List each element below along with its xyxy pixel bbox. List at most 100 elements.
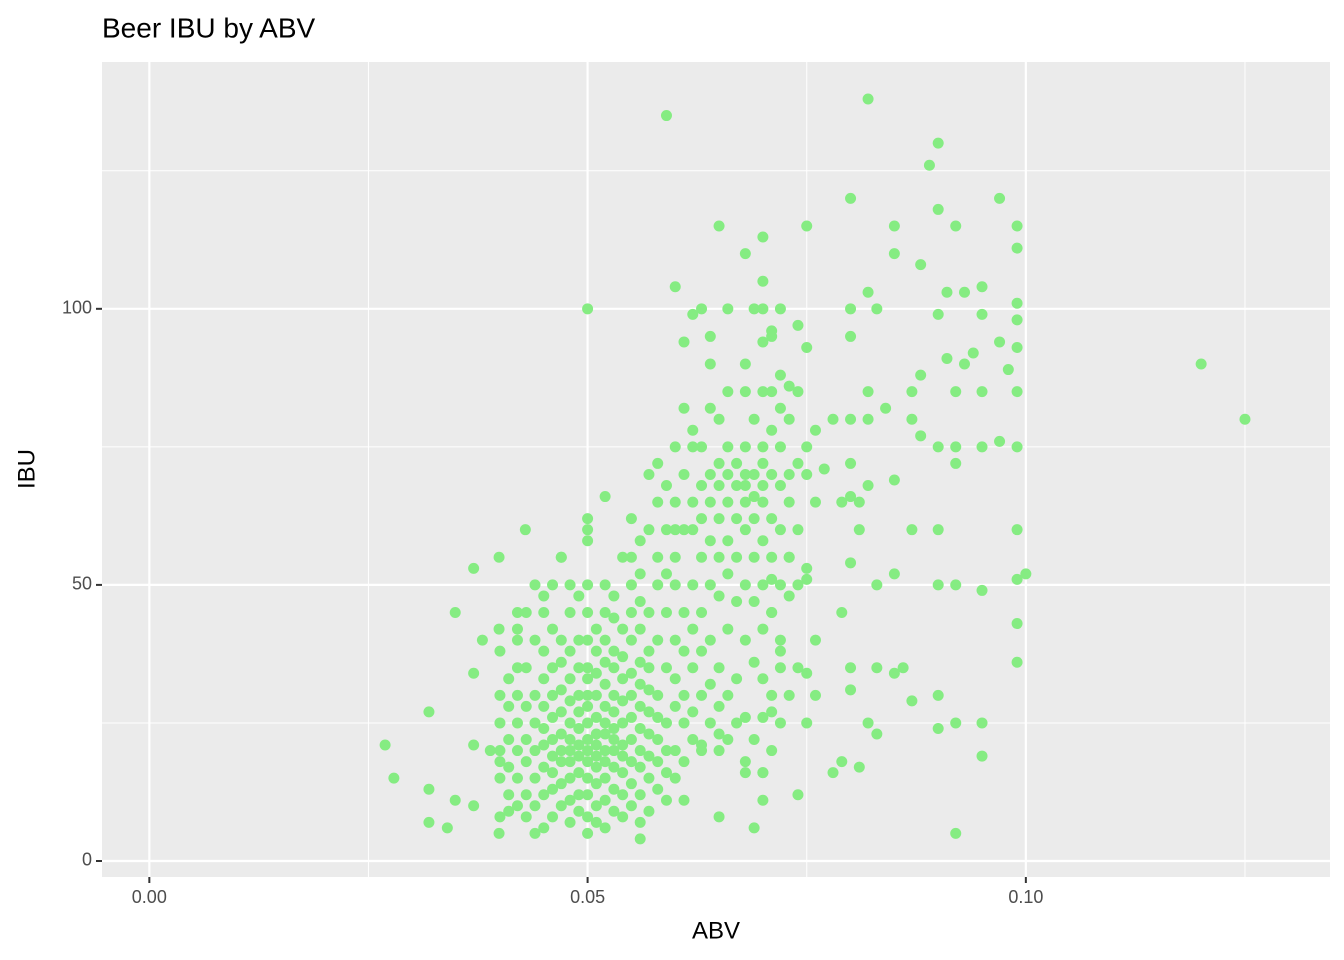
point bbox=[388, 772, 400, 784]
point bbox=[704, 468, 716, 480]
point bbox=[538, 607, 550, 619]
point bbox=[801, 441, 813, 453]
point bbox=[573, 590, 585, 602]
point bbox=[599, 717, 611, 729]
point bbox=[660, 662, 672, 674]
point bbox=[748, 656, 760, 668]
point bbox=[634, 700, 646, 712]
point bbox=[757, 496, 769, 508]
point bbox=[704, 330, 716, 342]
point bbox=[599, 822, 611, 834]
point bbox=[923, 159, 935, 171]
point bbox=[809, 424, 821, 436]
point bbox=[529, 827, 541, 839]
point bbox=[634, 623, 646, 635]
point bbox=[757, 231, 769, 243]
point bbox=[582, 513, 594, 525]
point bbox=[669, 745, 681, 757]
point bbox=[608, 734, 620, 746]
point bbox=[722, 496, 734, 508]
point bbox=[590, 623, 602, 635]
point bbox=[888, 667, 900, 679]
point bbox=[704, 579, 716, 591]
point bbox=[590, 761, 602, 773]
point bbox=[1011, 573, 1023, 585]
point bbox=[906, 413, 918, 425]
point bbox=[713, 728, 725, 740]
point bbox=[713, 513, 725, 525]
point bbox=[1011, 618, 1023, 630]
point bbox=[564, 745, 576, 757]
point bbox=[687, 623, 699, 635]
point bbox=[757, 623, 769, 635]
x-tick-label: 0.10 bbox=[1008, 887, 1043, 907]
point bbox=[748, 491, 760, 503]
point bbox=[582, 579, 594, 591]
point bbox=[845, 457, 857, 469]
point bbox=[731, 480, 743, 492]
point bbox=[669, 579, 681, 591]
point bbox=[669, 772, 681, 784]
point bbox=[625, 607, 637, 619]
point bbox=[573, 789, 585, 801]
point bbox=[748, 734, 760, 746]
point bbox=[643, 524, 655, 536]
point bbox=[958, 286, 970, 298]
point bbox=[625, 800, 637, 812]
point bbox=[608, 722, 620, 734]
point bbox=[950, 717, 962, 729]
point bbox=[643, 662, 655, 674]
point bbox=[774, 634, 786, 646]
point bbox=[520, 662, 532, 674]
point bbox=[713, 590, 725, 602]
point bbox=[599, 656, 611, 668]
point bbox=[564, 579, 576, 591]
point bbox=[529, 634, 541, 646]
point bbox=[774, 480, 786, 492]
point bbox=[932, 441, 944, 453]
point bbox=[449, 607, 461, 619]
y-axis-title: IBU bbox=[13, 449, 40, 489]
point bbox=[511, 772, 523, 784]
point bbox=[888, 474, 900, 486]
point bbox=[792, 789, 804, 801]
point bbox=[547, 767, 559, 779]
point bbox=[564, 645, 576, 657]
point bbox=[687, 706, 699, 718]
point bbox=[704, 358, 716, 370]
point bbox=[511, 717, 523, 729]
point bbox=[494, 745, 506, 757]
point bbox=[696, 303, 708, 315]
point bbox=[678, 336, 690, 348]
point bbox=[573, 689, 585, 701]
point bbox=[696, 607, 708, 619]
point bbox=[713, 811, 725, 823]
point bbox=[643, 468, 655, 480]
point bbox=[660, 524, 672, 536]
point bbox=[801, 468, 813, 480]
point bbox=[599, 491, 611, 503]
point bbox=[915, 430, 927, 442]
point bbox=[511, 800, 523, 812]
point bbox=[853, 524, 865, 536]
point bbox=[511, 623, 523, 635]
point bbox=[871, 303, 883, 315]
point bbox=[643, 706, 655, 718]
point bbox=[441, 822, 453, 834]
point bbox=[722, 568, 734, 580]
point bbox=[669, 700, 681, 712]
point bbox=[827, 767, 839, 779]
point bbox=[511, 607, 523, 619]
point bbox=[652, 496, 664, 508]
point bbox=[669, 524, 681, 536]
point bbox=[608, 745, 620, 757]
point bbox=[634, 789, 646, 801]
point bbox=[783, 468, 795, 480]
point bbox=[643, 772, 655, 784]
point bbox=[792, 579, 804, 591]
point bbox=[792, 662, 804, 674]
point bbox=[766, 745, 778, 757]
point bbox=[678, 607, 690, 619]
y-tick-label: 50 bbox=[72, 574, 92, 594]
point bbox=[757, 711, 769, 723]
